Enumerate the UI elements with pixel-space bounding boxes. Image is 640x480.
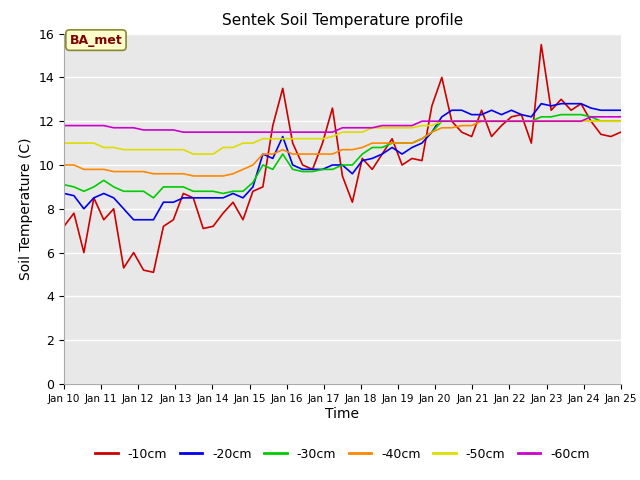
Text: BA_met: BA_met: [70, 34, 122, 47]
Legend: -10cm, -20cm, -30cm, -40cm, -50cm, -60cm: -10cm, -20cm, -30cm, -40cm, -50cm, -60cm: [90, 443, 595, 466]
X-axis label: Time: Time: [325, 407, 360, 420]
Y-axis label: Soil Temperature (C): Soil Temperature (C): [19, 138, 33, 280]
Title: Sentek Soil Temperature profile: Sentek Soil Temperature profile: [222, 13, 463, 28]
